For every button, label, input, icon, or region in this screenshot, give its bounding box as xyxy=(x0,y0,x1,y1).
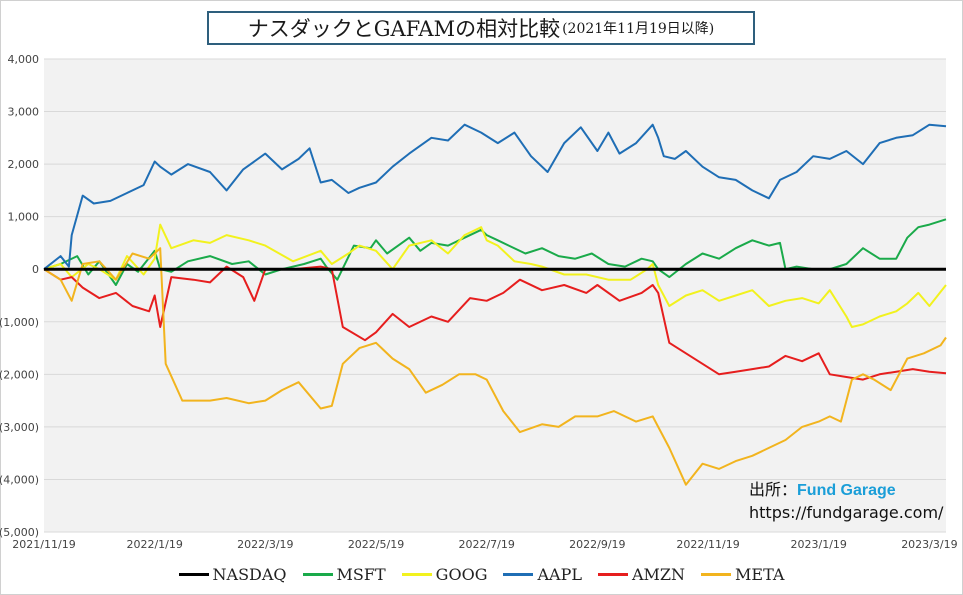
plot-area xyxy=(44,59,946,532)
y-tick-label: (1,000) xyxy=(0,316,39,329)
x-tick-label: 2023/3/19 xyxy=(901,538,957,551)
x-tick-label: 2022/7/19 xyxy=(458,538,514,551)
legend-item-msft: MSFT xyxy=(302,565,386,584)
y-tick-label: 1,000 xyxy=(8,211,40,224)
series-line-meta xyxy=(43,247,947,486)
legend-item-goog: GOOG xyxy=(401,565,488,584)
legend-swatch xyxy=(701,573,732,576)
y-tick-label: (2,000) xyxy=(0,368,39,381)
legend-swatch xyxy=(597,573,628,576)
legend-label: MSFT xyxy=(336,565,386,584)
x-tick-label: 2022/1/19 xyxy=(126,538,182,551)
legend-item-aapl: AAPL xyxy=(503,565,582,584)
y-tick-label: (3,000) xyxy=(0,421,39,434)
source-credit: 出所：Fund Garage xyxy=(749,476,896,500)
series-line-goog xyxy=(43,223,947,328)
legend-swatch xyxy=(401,573,432,576)
chart-title: ナスダックとGAFAMの相対比較 (2021年11月19日以降) xyxy=(207,11,755,45)
tick-layer: 4,000 3,000 2,000 1,000 0 (1,000) (2,000) (3,00… xyxy=(0,53,958,551)
chart-legend: NASDAQ MSFT GOOG AAPL AMZN META xyxy=(0,565,963,584)
series-line-aapl xyxy=(43,123,947,270)
x-tick-label: 2022/3/19 xyxy=(237,538,293,551)
legend-label: GOOG xyxy=(435,565,488,584)
y-tick-label: (5,000) xyxy=(0,526,39,539)
x-tick-label: 2023/1/19 xyxy=(791,538,847,551)
x-tick-label: 2022/11/19 xyxy=(676,538,739,551)
x-tick-label: 2022/5/19 xyxy=(348,538,404,551)
legend-swatch xyxy=(178,573,209,576)
source-label: 出所： xyxy=(749,480,798,499)
x-tick-label: 2021/11/19 xyxy=(12,538,75,551)
legend-item-amzn: AMZN xyxy=(597,565,686,584)
grid-layer xyxy=(44,58,946,533)
source-brand: Fund Garage xyxy=(797,482,896,499)
legend-label: AMZN xyxy=(631,565,686,584)
x-tick-label: 2022/9/19 xyxy=(569,538,625,551)
legend-swatch xyxy=(302,573,333,576)
source-url: https://fundgarage.com/ xyxy=(749,503,944,522)
legend-item-meta: META xyxy=(701,565,784,584)
chart-title-sub: (2021年11月19日以降) xyxy=(562,21,715,37)
legend-item-nasdaq: NASDAQ xyxy=(178,565,287,584)
series-layer xyxy=(43,123,947,486)
y-tick-label: 2,000 xyxy=(8,158,40,171)
y-tick-label: 3,000 xyxy=(8,106,40,119)
legend-swatch xyxy=(503,573,534,576)
chart-title-main: ナスダックとGAFAMの相対比較 xyxy=(247,17,561,41)
y-tick-label: 0 xyxy=(32,263,39,276)
legend-label: NASDAQ xyxy=(212,565,287,584)
y-tick-label: (4,000) xyxy=(0,473,39,486)
legend-label: AAPL xyxy=(537,565,582,584)
y-tick-label: 4,000 xyxy=(8,53,40,66)
legend-label: META xyxy=(735,565,785,584)
